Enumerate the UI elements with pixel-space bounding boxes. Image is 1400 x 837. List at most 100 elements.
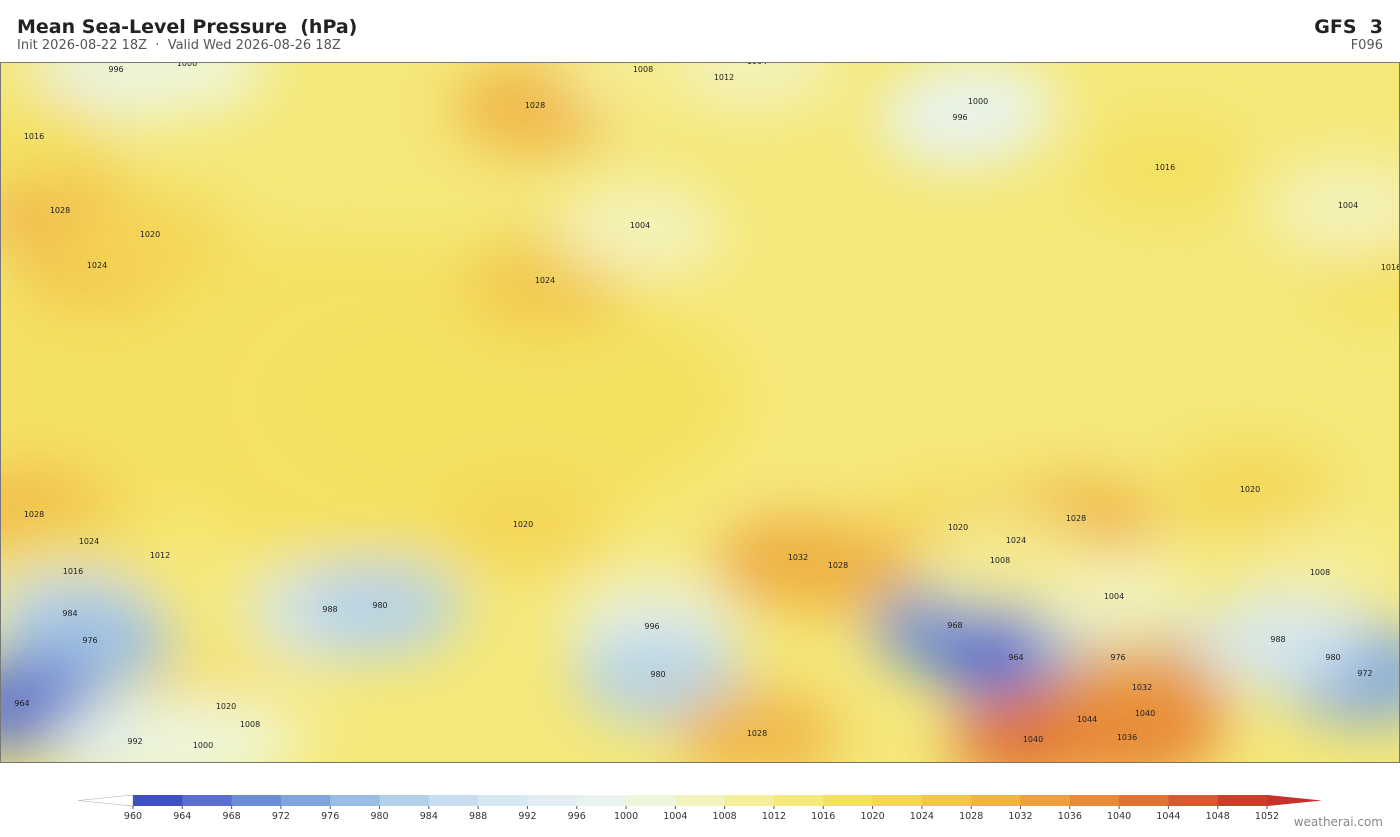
colorbar-tick-label: 1040 <box>1107 811 1131 822</box>
contour-label: 1028 <box>828 561 848 570</box>
contour-label: 1020 <box>140 230 160 239</box>
colorbar-over <box>1267 795 1322 806</box>
contour-label: 964 <box>1008 653 1023 662</box>
contour-label: 1020 <box>216 702 236 711</box>
colorbar-segment <box>724 795 775 806</box>
contour-label: 984 <box>62 609 77 618</box>
contour-label: 1040 <box>1023 735 1043 744</box>
colorbar-segment <box>971 795 1021 806</box>
colorbar-tick-label: 1024 <box>910 811 934 822</box>
colorbar-tick-label: 1032 <box>1008 811 1032 822</box>
colorbar-tick-label: 972 <box>272 811 290 822</box>
contour-label: 988 <box>322 605 337 614</box>
colorbar-tick-label: 1036 <box>1058 811 1082 822</box>
contour-label: 996 <box>108 65 123 74</box>
colorbar-tick-label: 1048 <box>1206 811 1230 822</box>
pressure-area <box>916 515 1084 611</box>
colorbar-segment <box>823 795 874 806</box>
colorbar-tick-label: 1008 <box>713 811 737 822</box>
contour-label: 1008 <box>240 720 260 729</box>
pressure-area <box>556 180 724 276</box>
colorbar-segment <box>576 795 627 806</box>
contour-label: 1004 <box>747 57 767 66</box>
contour-label: 1028 <box>24 510 44 519</box>
colorbar-under <box>77 794 134 807</box>
contour-label: 1000 <box>193 741 213 750</box>
colorbar-segment <box>1119 795 1169 806</box>
pressure-area <box>1166 444 1334 540</box>
contour-label: 1004 <box>1104 592 1124 601</box>
contour-label: 1024 <box>535 276 555 285</box>
colorbar-segment <box>133 795 183 806</box>
contour-label: 1016 <box>1381 263 1400 272</box>
pressure-area <box>754 520 922 616</box>
colorbar-tick-label: 988 <box>469 811 487 822</box>
contour-label: 980 <box>1325 653 1340 662</box>
contour-label: 992 <box>127 737 142 746</box>
contour-label: 1012 <box>714 73 734 82</box>
contour-label: 1028 <box>747 729 767 738</box>
map: 1028 1024 1020 1028 1024 1004 1016 1000 996 1028 1… <box>0 57 1400 763</box>
pressure-area <box>439 479 607 575</box>
colorbar-segment <box>1069 795 1120 806</box>
pressure-area <box>66 189 234 285</box>
contour-label: 976 <box>1110 653 1125 662</box>
contour-label: 1024 <box>79 537 99 546</box>
colorbar-tick-label: 1012 <box>762 811 786 822</box>
colorbar-segment <box>626 795 676 806</box>
colorbar-segment <box>379 795 430 806</box>
colorbar-tick-label: 980 <box>370 811 388 822</box>
pressure-field <box>0 62 1400 763</box>
contour-label: 964 <box>14 699 29 708</box>
contour-label: 1032 <box>788 553 808 562</box>
pressure-area <box>673 688 841 763</box>
contour-label: 1028 <box>1066 514 1086 523</box>
colorbar-tick-label: 1028 <box>959 811 983 822</box>
colorbar-segment <box>1217 795 1268 806</box>
pressure-area <box>103 62 271 114</box>
title: Mean Sea-Level Pressure (hPa) <box>17 16 358 38</box>
contour-label: 1016 <box>63 567 83 576</box>
colorbar-segment <box>182 795 233 806</box>
colorbar-segment <box>231 795 282 806</box>
colorbar-tick-label: 964 <box>173 811 191 822</box>
colorbar-tick-label: 1000 <box>614 811 638 822</box>
contour-label: 1012 <box>150 551 170 560</box>
model: GFS 3 <box>1314 16 1383 38</box>
colorbar-tick-label: 992 <box>518 811 536 822</box>
colorbar-tick-label: 984 <box>420 811 438 822</box>
contour-label: 1016 <box>1155 163 1175 172</box>
forecast-hour: F096 <box>1350 38 1383 53</box>
colorbar-segment <box>527 795 578 806</box>
colorbar-segment <box>330 795 381 806</box>
colorbar-segment <box>921 795 972 806</box>
contour-label: 1028 <box>525 101 545 110</box>
colorbar-tick-label: 976 <box>321 811 339 822</box>
colorbar-tick-label: 1016 <box>811 811 835 822</box>
colorbar-segment <box>280 795 331 806</box>
contour-label: 1008 <box>990 556 1010 565</box>
contour-label: 980 <box>650 670 665 679</box>
colorbar-tick-label: 1052 <box>1255 811 1279 822</box>
contour-label: 1016 <box>24 132 44 141</box>
contour-label: 1004 <box>1338 201 1358 210</box>
colorbar-tick-label: 960 <box>124 811 142 822</box>
contour-label: 1008 <box>1310 568 1330 577</box>
contour-label: 976 <box>82 636 97 645</box>
contour-label: 1040 <box>1135 709 1155 718</box>
pressure-area <box>0 91 118 187</box>
pressure-area <box>1081 122 1249 218</box>
pressure-area <box>1043 692 1211 763</box>
contour-label: 972 <box>1357 669 1372 678</box>
pressure-area <box>296 560 464 656</box>
credit: weatherai.com <box>1294 815 1383 829</box>
contour-label: 988 <box>1270 635 1285 644</box>
colorbar-tick-label: 968 <box>223 811 241 822</box>
contour-label: 980 <box>372 601 387 610</box>
contour-label: 996 <box>952 113 967 122</box>
colorbar-tick-label: 1004 <box>663 811 687 822</box>
colorbar-tick-label: 1044 <box>1156 811 1180 822</box>
pressure-area <box>1264 160 1400 256</box>
